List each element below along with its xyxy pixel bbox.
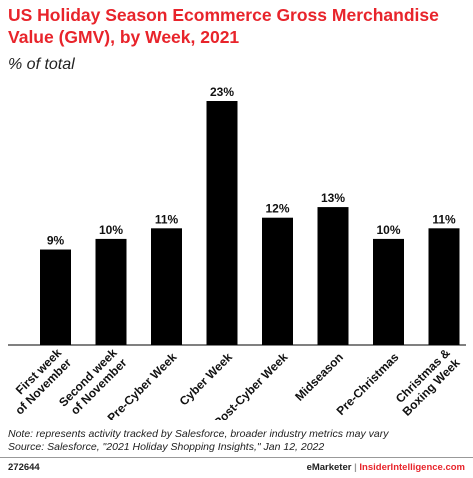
brand-site[interactable]: InsiderIntelligence.com <box>359 462 465 473</box>
category-label-8: Christmas &Boxing Week <box>390 346 463 419</box>
bar-7 <box>373 238 404 345</box>
bar-chart: 9%10%11%23%12%13%10%11% First weekof Nov… <box>8 85 466 420</box>
data-label-5: 12% <box>265 202 289 216</box>
data-label-3: 11% <box>155 212 179 226</box>
bar-4 <box>206 101 238 345</box>
category-label-6: Midseason <box>292 350 346 404</box>
chart-source: Source: Salesforce, "2021 Holiday Shoppi… <box>8 441 325 453</box>
category-label-line: Cyber Week <box>177 350 236 409</box>
footer-divider <box>0 457 473 458</box>
data-label-8: 11% <box>432 212 456 226</box>
bar-2 <box>95 238 127 345</box>
bar-3 <box>151 228 182 345</box>
chart-note: Note: represents activity tracked by Sal… <box>8 428 389 440</box>
data-label-1: 9% <box>47 234 65 248</box>
chart-title: US Holiday Season Ecommerce Gross Mercha… <box>8 5 439 47</box>
category-label-line: Midseason <box>292 350 346 404</box>
bar-6 <box>317 207 349 345</box>
data-label-7: 10% <box>376 223 400 237</box>
brand-separator: | <box>354 462 357 473</box>
bar-1 <box>40 249 71 345</box>
data-label-2: 10% <box>99 223 123 237</box>
brand-footer: eMarketer | InsiderIntelligence.com <box>307 462 465 473</box>
data-label-4: 23% <box>210 85 234 99</box>
chart-subtitle: % of total <box>8 56 75 73</box>
bar-5 <box>262 217 293 345</box>
brand-name: eMarketer <box>306 462 352 473</box>
bar-8 <box>428 228 460 345</box>
chart-id: 272644 <box>8 462 40 473</box>
data-label-6: 13% <box>321 191 345 205</box>
category-label-4: Cyber Week <box>177 350 236 409</box>
